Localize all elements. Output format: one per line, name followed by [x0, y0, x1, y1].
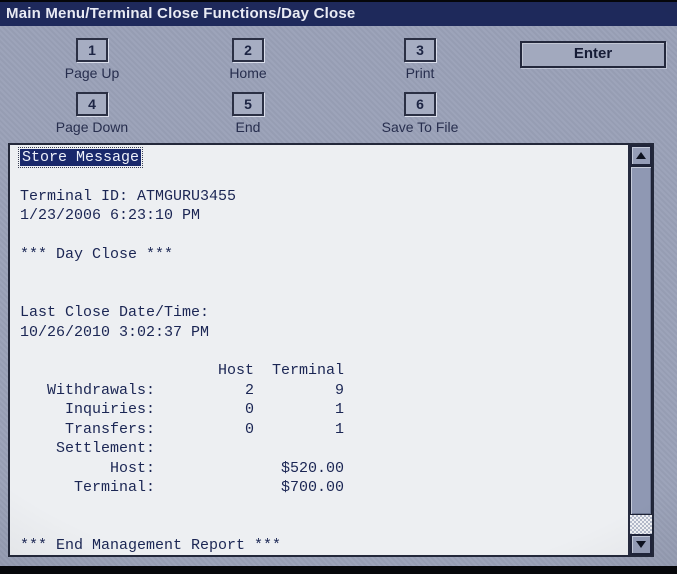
breadcrumb-title-bar: Main Menu/Terminal Close Functions/Day C…	[0, 0, 677, 26]
key-6-label: Save To File	[381, 119, 459, 135]
key-2-label: Home	[229, 65, 267, 81]
arrow-up-icon	[636, 152, 646, 159]
key-1-button[interactable]: 1	[76, 38, 108, 62]
keypad-group-4: 4 Page Down	[27, 92, 157, 135]
report-selected-line[interactable]: Store Message	[17, 147, 144, 168]
keypad-group-5: 5 End	[183, 92, 313, 135]
report-viewport: Store Message Terminal ID: ATMGURU3455 1…	[8, 143, 654, 557]
keypad-group-3: 3 Print	[355, 38, 485, 81]
key-4-button[interactable]: 4	[76, 92, 108, 116]
report-body-text: Terminal ID: ATMGURU3455 1/23/2006 6:23:…	[20, 187, 345, 555]
key-3-button[interactable]: 3	[404, 38, 436, 62]
key-5-button[interactable]: 5	[232, 92, 264, 116]
key-5-label: End	[235, 119, 261, 135]
vertical-scrollbar[interactable]	[628, 145, 652, 555]
key-4-label: Page Down	[55, 119, 129, 135]
keypad-group-1: 1 Page Up	[27, 38, 157, 81]
scrollbar-thumb[interactable]	[630, 166, 652, 515]
day-close-report: Store Message Terminal ID: ATMGURU3455 1…	[10, 145, 652, 556]
scroll-down-button[interactable]	[630, 534, 652, 555]
scroll-up-button[interactable]	[630, 145, 652, 166]
key-6-button[interactable]: 6	[404, 92, 436, 116]
page-title: Main Menu/Terminal Close Functions/Day C…	[6, 5, 356, 22]
key-2-button[interactable]: 2	[232, 38, 264, 62]
enter-button[interactable]: Enter	[520, 41, 666, 68]
keypad-group-2: 2 Home	[183, 38, 313, 81]
key-3-label: Print	[405, 65, 435, 81]
key-1-label: Page Up	[64, 65, 120, 81]
keypad-group-6: 6 Save To File	[355, 92, 485, 135]
arrow-down-icon	[636, 541, 646, 548]
